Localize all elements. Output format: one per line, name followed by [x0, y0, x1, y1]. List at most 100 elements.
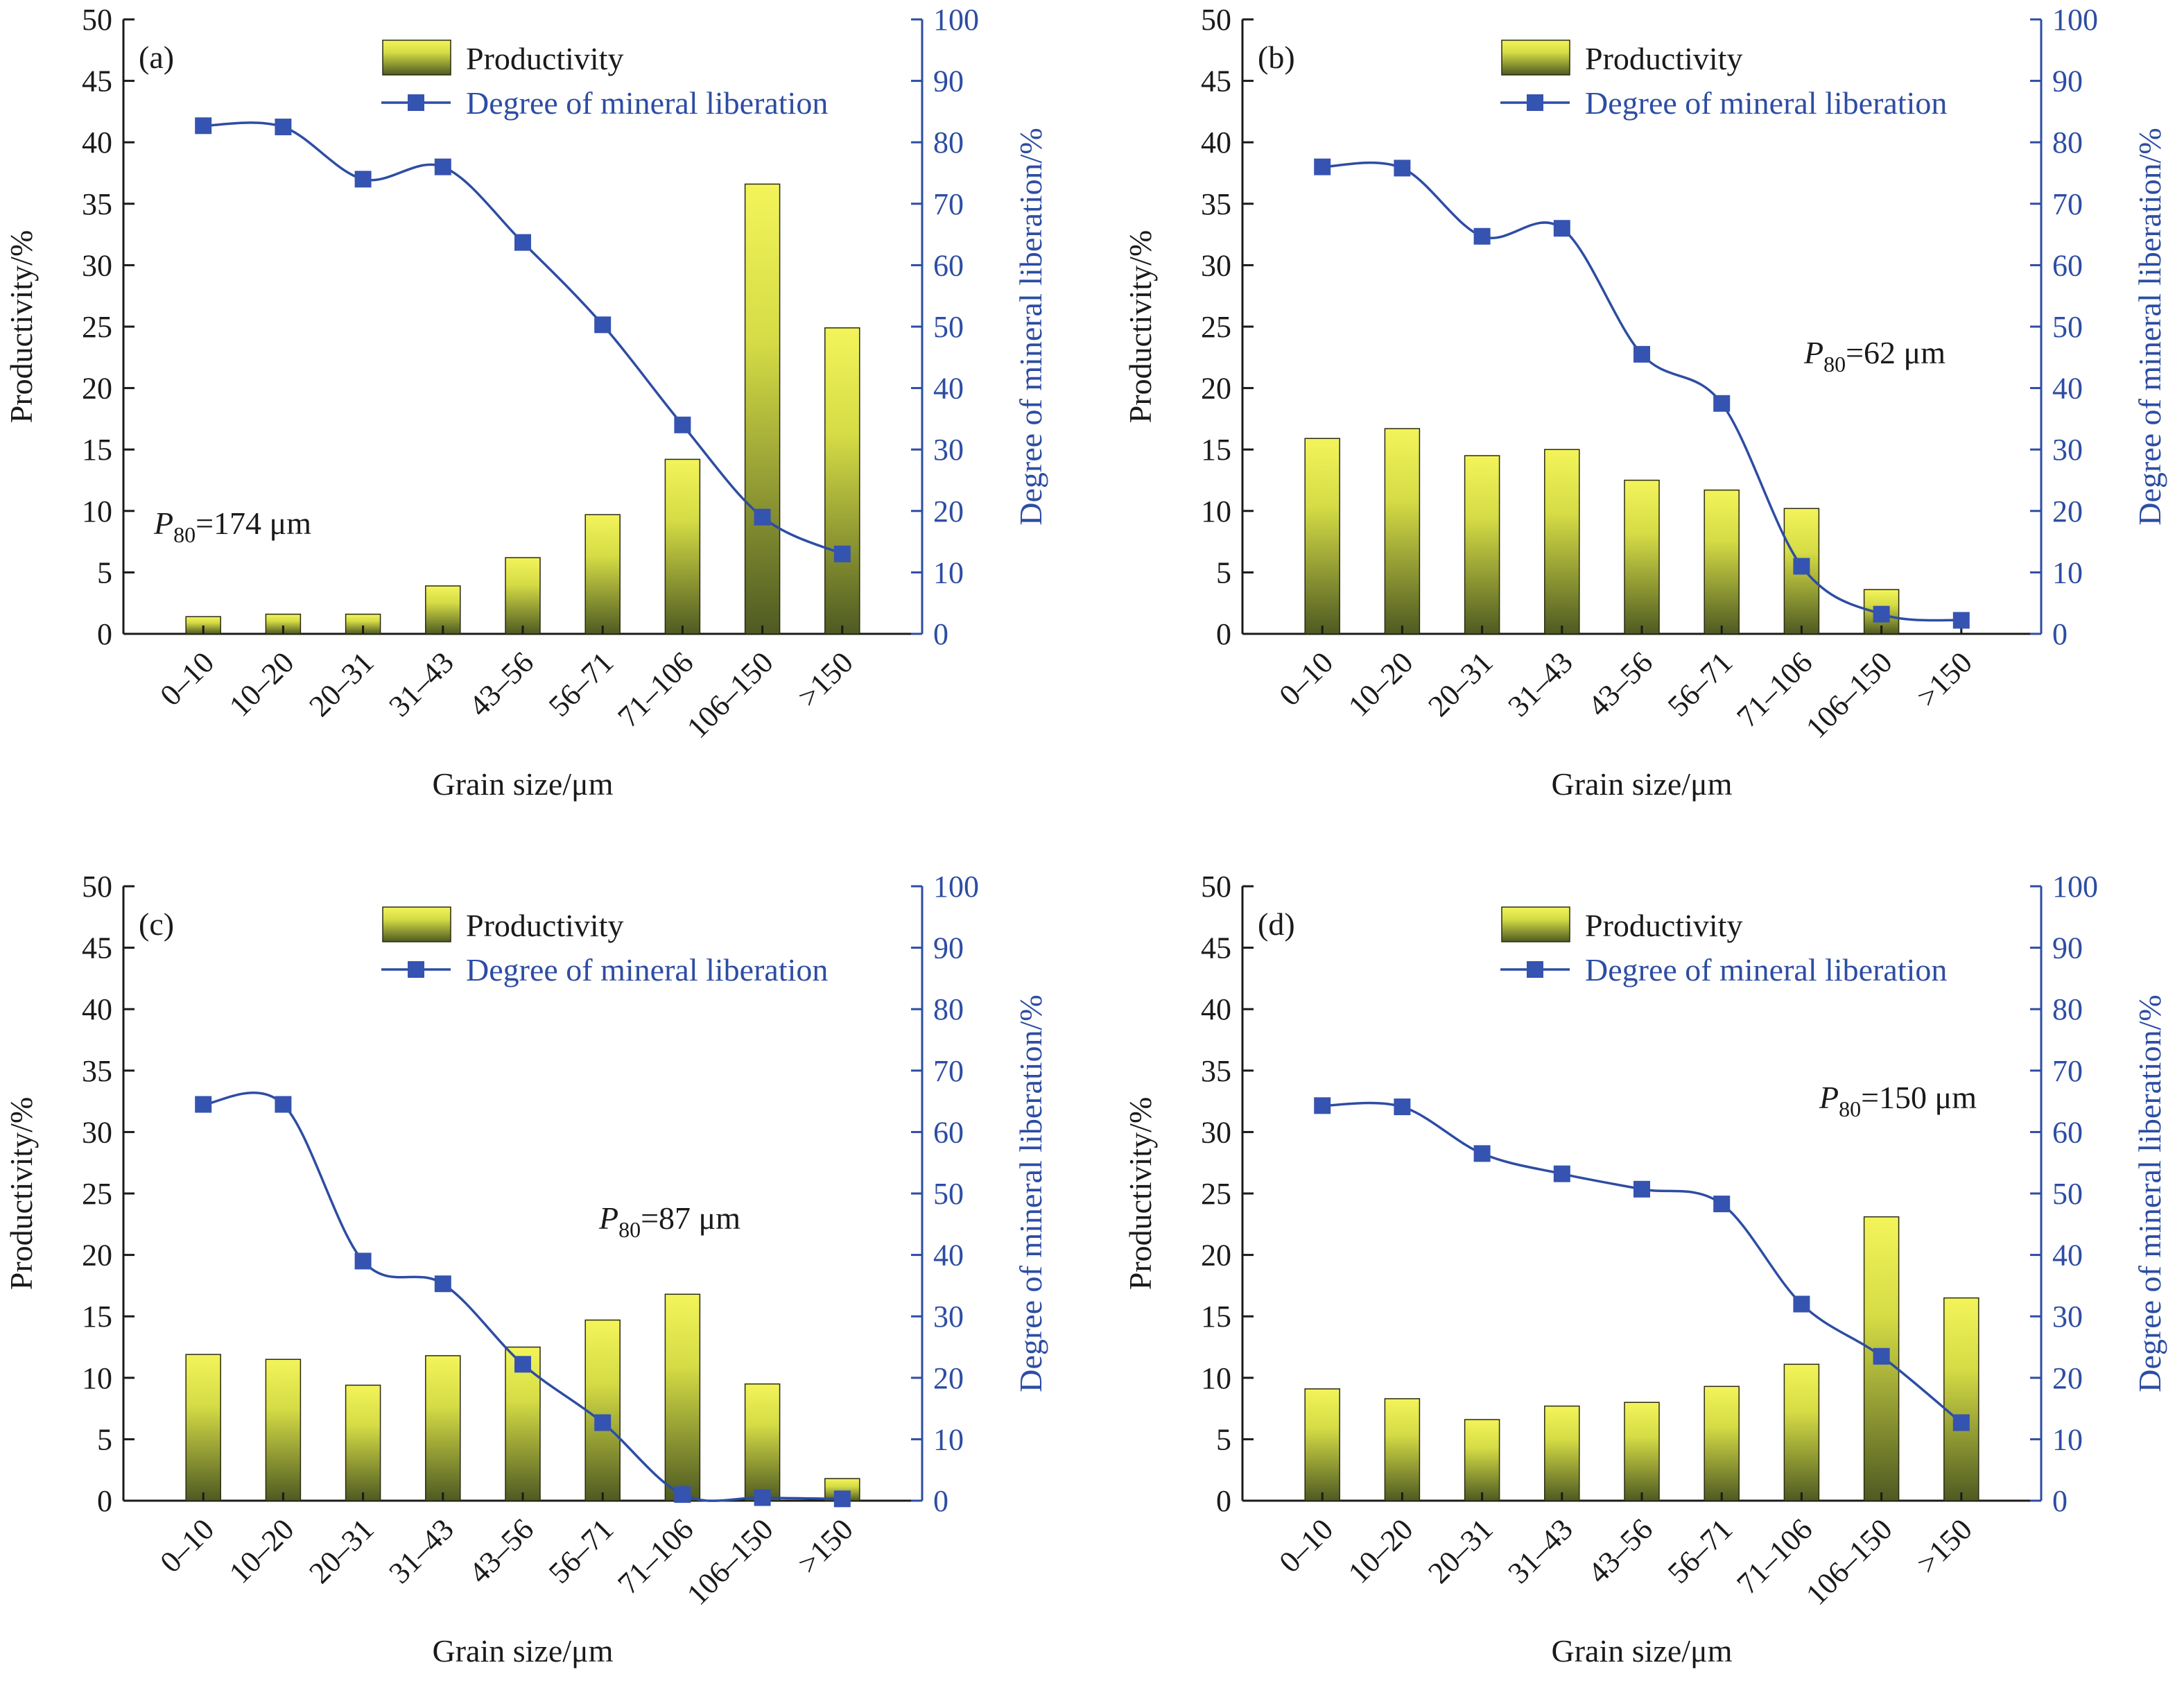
- liberation-marker: [1553, 1165, 1570, 1182]
- liberation-marker: [434, 1275, 451, 1293]
- right-tick-label: 30: [933, 1300, 964, 1334]
- liberation-marker: [754, 1489, 771, 1506]
- right-tick-label: 20: [933, 494, 964, 528]
- x-tick-label: >150: [791, 645, 860, 714]
- liberation-marker: [1394, 160, 1411, 177]
- left-tick-label: 0: [97, 617, 112, 651]
- x-tick-label: 0–10: [153, 645, 220, 712]
- right-tick-label: 50: [2052, 310, 2083, 344]
- p80-annotation: P80=87 μm: [598, 1200, 740, 1242]
- left-tick-label: 0: [1216, 1484, 1231, 1518]
- left-tick-label: 50: [1201, 3, 1231, 37]
- x-tick-label: 56–71: [1661, 1512, 1739, 1589]
- x-tick-label: 106–150: [680, 1512, 780, 1612]
- x-tick-label: 10–20: [223, 1512, 300, 1589]
- left-tick-label: 40: [1201, 126, 1231, 160]
- liberation-marker: [1473, 227, 1491, 245]
- productivity-bar: [824, 327, 860, 635]
- left-tick-label: 5: [1216, 555, 1231, 589]
- productivity-bar: [1304, 438, 1340, 635]
- left-tick-label: 20: [1201, 372, 1231, 406]
- x-axis-title: Grain size/μm: [433, 766, 614, 802]
- productivity-bar: [1384, 1398, 1421, 1501]
- x-axis-title: Grain size/μm: [1552, 766, 1733, 802]
- liberation-marker: [1713, 395, 1731, 412]
- right-tick-label: 0: [933, 1484, 948, 1518]
- p80-subscript: 80: [173, 522, 196, 547]
- legend-bar-swatch: [1501, 906, 1570, 942]
- y-axis-title: Productivity/%: [1123, 1097, 1158, 1291]
- productivity-bar: [1544, 1405, 1580, 1501]
- chart-panel-d: 0 5 10 15 20 25 30 35 40 45 50 0 10 20 30 40 50 60 70 80 90 1…: [1123, 870, 2167, 1669]
- liberation-marker: [1633, 1180, 1650, 1198]
- productivity-bar: [1384, 428, 1421, 635]
- legend-bar-swatch: [1501, 40, 1570, 76]
- y-axis-title: Productivity/%: [3, 1097, 39, 1291]
- x-tick-label: 106–150: [680, 645, 780, 745]
- left-tick-label: 25: [82, 1177, 112, 1211]
- x-tick-label: 31–43: [1501, 645, 1579, 723]
- productivity-bar: [1624, 479, 1660, 635]
- right-tick-label: 10: [2052, 555, 2083, 589]
- left-tick-label: 30: [1201, 1115, 1231, 1149]
- legend-productivity-label: Productivity: [1585, 41, 1742, 76]
- x-tick-label: 20–31: [1421, 645, 1499, 723]
- productivity-bar: [664, 1293, 701, 1501]
- liberation-marker: [1793, 558, 1810, 575]
- liberation-marker: [833, 545, 851, 562]
- x-tick-label: 10–20: [223, 645, 300, 723]
- productivity-bar: [1624, 1402, 1660, 1501]
- productivity-bar: [1704, 1386, 1740, 1501]
- right-tick-label: 80: [933, 126, 964, 160]
- right-tick-label: 100: [2052, 870, 2098, 904]
- left-tick-label: 20: [82, 372, 112, 406]
- liberation-marker: [1793, 1295, 1810, 1313]
- left-tick-label: 35: [82, 187, 112, 221]
- x-tick-label: 31–43: [382, 645, 460, 723]
- productivity-bar: [1304, 1388, 1340, 1501]
- p80-symbol: P: [1819, 1080, 1839, 1115]
- left-tick-label: 5: [97, 1422, 112, 1456]
- x-tick-label: 20–31: [302, 1512, 380, 1589]
- x-tick-label: 43–56: [462, 645, 540, 723]
- right-tick-label: 20: [2052, 494, 2083, 528]
- left-tick-label: 5: [97, 555, 112, 589]
- p80-subscript: 80: [618, 1217, 641, 1242]
- panel-label: (c): [139, 906, 174, 942]
- right-tick-label: 70: [933, 187, 964, 221]
- y2-axis-title: Degree of mineral liberation/%: [1013, 128, 1048, 525]
- left-tick-label: 45: [82, 931, 112, 965]
- right-tick-label: 40: [2052, 372, 2083, 406]
- p80-annotation: P80=174 μm: [153, 506, 311, 547]
- p80-annotation: P80=150 μm: [1819, 1080, 1977, 1121]
- liberation-marker: [354, 1252, 372, 1270]
- p80-value: =62 μm: [1846, 335, 1945, 370]
- liberation-marker: [1873, 605, 1890, 623]
- legend-productivity-label: Productivity: [1585, 908, 1742, 943]
- p80-value: =150 μm: [1861, 1080, 1977, 1115]
- x-tick-label: 43–56: [1581, 1512, 1659, 1589]
- right-tick-label: 10: [933, 1422, 964, 1456]
- x-tick-label: >150: [791, 1512, 860, 1580]
- left-tick-label: 50: [82, 3, 112, 37]
- productivity-bar: [185, 1354, 221, 1501]
- x-tick-label: 20–31: [302, 645, 380, 723]
- liberation-line: [203, 1092, 842, 1502]
- right-tick-label: 60: [2052, 248, 2083, 282]
- liberation-marker: [594, 316, 612, 334]
- legend-productivity-label: Productivity: [466, 41, 623, 76]
- right-tick-label: 40: [933, 372, 964, 406]
- p80-value: =174 μm: [196, 506, 311, 541]
- p80-symbol: P: [1803, 335, 1823, 370]
- right-tick-label: 80: [2052, 126, 2083, 160]
- legend-marker-swatch: [1527, 961, 1543, 978]
- right-tick-label: 50: [933, 1177, 964, 1211]
- right-tick-label: 10: [2052, 1422, 2083, 1456]
- p80-annotation: P80=62 μm: [1803, 335, 1945, 377]
- right-tick-label: 50: [933, 310, 964, 344]
- x-tick-label: 31–43: [382, 1512, 460, 1589]
- productivity-bar: [1544, 449, 1580, 635]
- y2-axis-title: Degree of mineral liberation/%: [2132, 994, 2167, 1392]
- legend-bar-swatch: [382, 40, 451, 76]
- right-tick-label: 0: [933, 617, 948, 651]
